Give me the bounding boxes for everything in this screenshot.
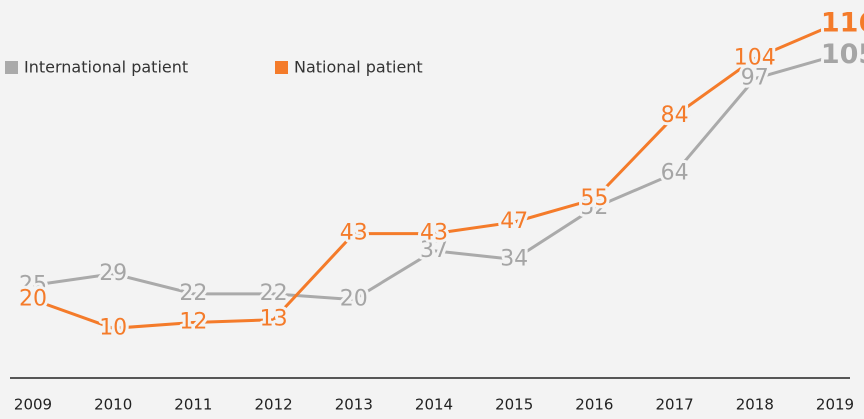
data-label: 43	[420, 221, 448, 246]
legend-label: International patient	[24, 58, 188, 77]
legend-label: National patient	[294, 58, 423, 77]
data-label: 13	[260, 307, 288, 332]
x-tick-label: 2011	[174, 396, 212, 414]
x-tick-label: 2012	[255, 396, 293, 414]
data-label: 12	[179, 310, 207, 335]
data-label: 22	[260, 281, 288, 306]
data-label: 64	[661, 160, 689, 185]
legend: International patient National patient	[5, 58, 423, 77]
data-label: 10	[99, 315, 127, 340]
plot: 25 29 22 22 20 37 34 52 64 97 105 20 10 12 13 43 43 47 55 8…	[16, 5, 864, 344]
data-label: 34	[500, 246, 528, 271]
data-label: 20	[19, 287, 47, 312]
data-label: 25	[19, 272, 47, 297]
data-label: 55	[580, 186, 608, 211]
x-tick-label: 2018	[736, 396, 774, 414]
legend-swatch	[275, 61, 288, 74]
data-label: 29	[99, 261, 127, 286]
data-label: 37	[420, 238, 448, 263]
line	[32, 54, 836, 302]
data-label: 22	[179, 281, 207, 306]
data-label: 84	[661, 103, 689, 128]
x-tick-label: 2019	[816, 396, 854, 414]
x-tick-label: 2015	[495, 396, 533, 414]
data-label: 104	[734, 46, 776, 71]
legend-swatch	[5, 61, 18, 74]
line	[32, 22, 836, 330]
data-label: 97	[741, 66, 769, 91]
x-tick-label: 2014	[415, 396, 453, 414]
data-label: 20	[340, 287, 368, 312]
x-tick-label: 2013	[335, 396, 373, 414]
data-label: 43	[340, 221, 368, 246]
data-label: 47	[500, 209, 528, 234]
x-tick-label: 2016	[575, 396, 613, 414]
x-tick-label: 2017	[656, 396, 694, 414]
data-label: 105	[821, 39, 864, 70]
x-tick-label: 2009	[14, 396, 52, 414]
data-label: 52	[580, 195, 608, 220]
x-tick-label: 2010	[94, 396, 132, 414]
data-label: 116	[821, 8, 864, 39]
